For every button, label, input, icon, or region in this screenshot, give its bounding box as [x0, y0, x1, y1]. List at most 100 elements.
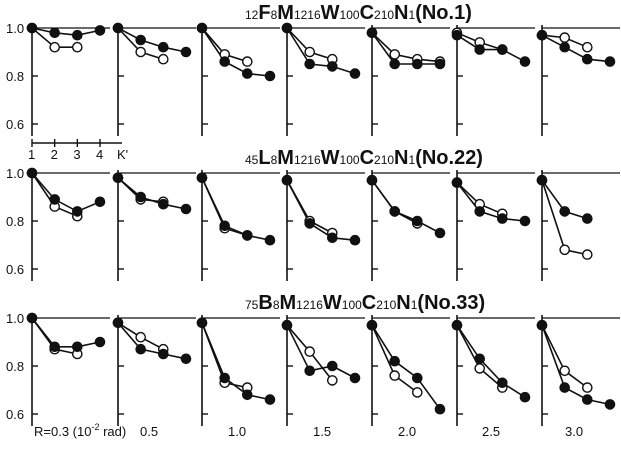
- x-tick-label: 3: [73, 147, 80, 162]
- filled-marker: [112, 172, 124, 184]
- y-tick-label: 0.8: [6, 359, 24, 374]
- filled-series-line: [371, 179, 441, 234]
- filled-series-line: [286, 27, 356, 75]
- r-label: 1.0: [228, 424, 246, 439]
- row-title-part: 1: [409, 8, 416, 22]
- filled-marker: [26, 167, 38, 179]
- filled-marker: [451, 319, 463, 331]
- row-title-part: F: [258, 2, 270, 24]
- open-marker: [304, 346, 316, 357]
- filled-series-line: [117, 322, 187, 360]
- x-tick-label: 1: [28, 147, 35, 162]
- filled-marker: [196, 22, 208, 34]
- open-marker: [49, 41, 61, 53]
- filled-series-line: [117, 177, 187, 210]
- y-tick-label: 1.0: [6, 311, 24, 326]
- row-title-part: 45: [245, 153, 259, 167]
- filled-marker: [474, 206, 486, 217]
- row-title-part: 12: [245, 8, 259, 22]
- filled-marker: [349, 234, 361, 246]
- y-tick-label: 0.8: [6, 69, 24, 84]
- filled-marker: [559, 206, 571, 217]
- filled-marker: [474, 44, 486, 55]
- r-label: 2.0: [398, 424, 416, 439]
- filled-marker: [72, 341, 83, 353]
- filled-marker: [366, 319, 378, 331]
- x-tick-label: 2: [51, 147, 58, 162]
- filled-marker: [349, 372, 361, 384]
- filled-series-line: [541, 34, 611, 63]
- filled-marker: [536, 174, 548, 186]
- filled-series-line: [286, 179, 356, 241]
- open-marker: [389, 49, 401, 60]
- row-title-part: 8: [271, 8, 278, 22]
- row-title-part: 100: [340, 8, 360, 22]
- filled-marker: [496, 213, 508, 224]
- row-title-part: W: [321, 147, 340, 169]
- open-marker: [304, 46, 316, 58]
- filled-marker: [411, 372, 423, 384]
- filled-marker: [196, 172, 208, 184]
- filled-marker: [451, 177, 463, 188]
- filled-marker: [389, 355, 401, 367]
- filled-marker: [135, 34, 146, 46]
- filled-marker: [349, 68, 361, 79]
- filled-marker: [180, 203, 192, 215]
- filled-marker: [366, 174, 378, 186]
- filled-marker: [157, 348, 169, 360]
- filled-marker: [519, 215, 531, 227]
- filled-marker: [94, 25, 106, 36]
- y-tick-label: 1.0: [6, 166, 24, 181]
- open-marker: [559, 244, 571, 256]
- open-series-line: [541, 324, 588, 389]
- filled-marker: [604, 56, 616, 67]
- open-series-line: [541, 179, 588, 256]
- filled-marker: [157, 41, 169, 53]
- filled-series-line: [31, 317, 101, 348]
- filled-series-line: [117, 27, 187, 53]
- filled-series-line: [201, 27, 271, 77]
- open-marker: [72, 41, 83, 53]
- filled-series-line: [456, 34, 526, 63]
- filled-marker: [180, 46, 192, 58]
- filled-marker: [519, 391, 531, 403]
- y-tick-label: 0.6: [6, 262, 24, 277]
- open-marker: [389, 370, 401, 381]
- filled-marker: [135, 191, 146, 203]
- filled-marker: [559, 382, 571, 393]
- filled-marker: [304, 58, 316, 70]
- row-title-part: 1216: [296, 298, 323, 312]
- filled-series-line: [456, 324, 526, 398]
- row-title: 45L8M1216W100C210N1(No.22): [245, 147, 483, 169]
- r-label: 0.5: [140, 424, 158, 439]
- filled-marker: [496, 44, 508, 55]
- filled-marker: [72, 206, 83, 217]
- filled-marker: [536, 319, 548, 331]
- filled-marker: [26, 312, 38, 324]
- row-title-part: B: [258, 292, 272, 314]
- filled-series-line: [201, 322, 271, 401]
- open-marker: [582, 382, 593, 393]
- row-title-part: (No.22): [415, 147, 483, 169]
- filled-marker: [94, 196, 106, 208]
- filled-marker: [326, 360, 338, 372]
- filled-marker: [49, 27, 61, 39]
- filled-series-line: [31, 27, 101, 37]
- y-tick-label: 0.8: [6, 214, 24, 229]
- row-title-part: W: [321, 2, 340, 24]
- row-title-part: M: [280, 292, 297, 314]
- filled-marker: [536, 29, 548, 41]
- filled-marker: [582, 213, 593, 224]
- r-label: R=0.3 (10-2 rad): [34, 422, 126, 439]
- row-title-part: N: [396, 292, 410, 314]
- filled-marker: [451, 29, 463, 41]
- filled-marker: [326, 61, 338, 72]
- row-title-part: C: [360, 2, 374, 24]
- filled-marker: [434, 403, 446, 415]
- row-title-part: 8: [271, 153, 278, 167]
- row-title-part: 8: [273, 298, 280, 312]
- r-label: 2.5: [482, 424, 500, 439]
- open-marker: [582, 41, 593, 53]
- filled-series-line: [201, 177, 271, 241]
